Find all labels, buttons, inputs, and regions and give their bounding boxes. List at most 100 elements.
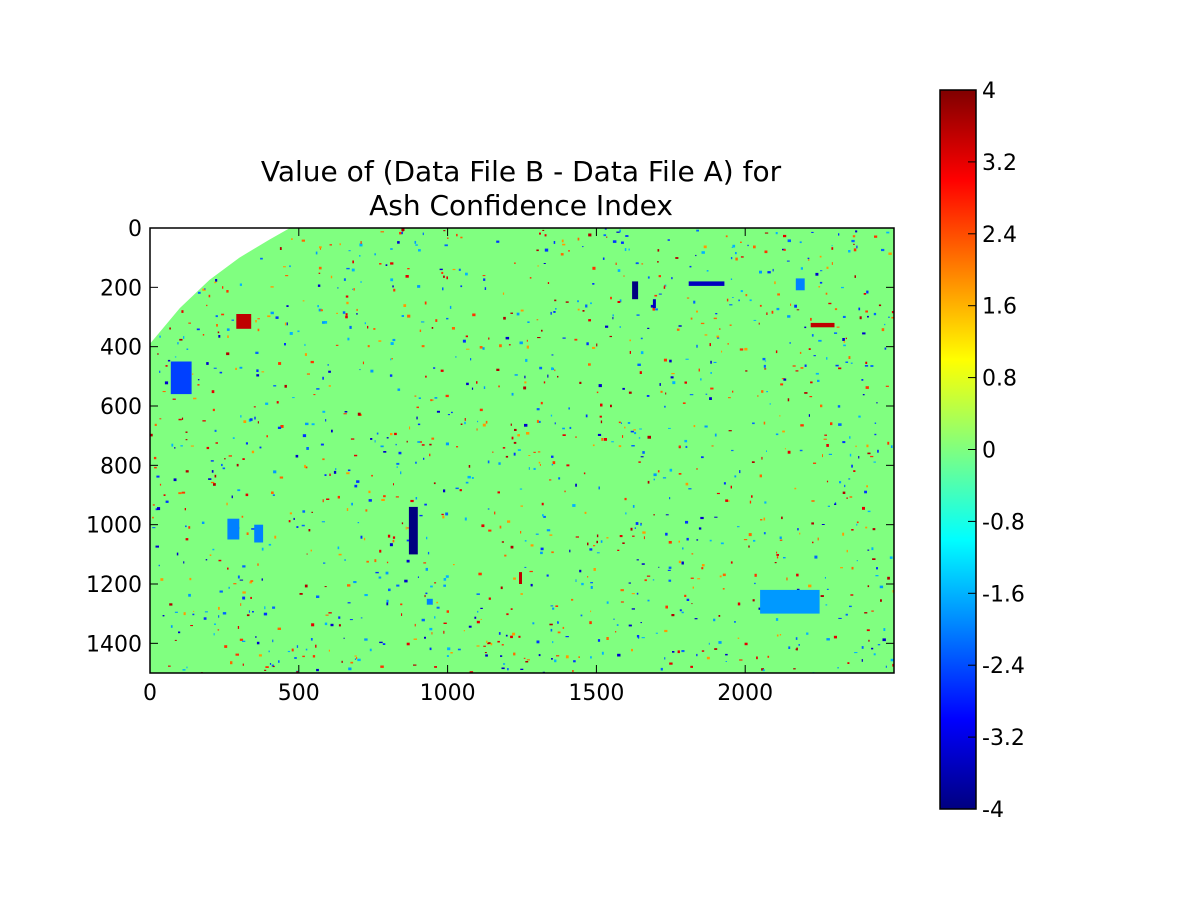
speckle bbox=[562, 434, 566, 436]
speckle bbox=[847, 662, 850, 664]
speckle bbox=[354, 658, 356, 660]
speckle bbox=[324, 474, 327, 476]
speckle bbox=[351, 268, 355, 272]
speckle bbox=[577, 308, 580, 311]
speckle bbox=[476, 620, 480, 624]
speckle bbox=[443, 230, 446, 232]
feature-patch bbox=[632, 281, 639, 300]
speckle bbox=[370, 369, 374, 373]
speckle bbox=[414, 240, 417, 244]
speckle bbox=[670, 376, 674, 379]
speckle bbox=[631, 648, 633, 652]
speckle bbox=[174, 447, 176, 449]
speckle bbox=[798, 644, 800, 646]
speckle bbox=[652, 579, 655, 581]
speckle bbox=[810, 381, 813, 384]
speckle bbox=[185, 431, 188, 433]
speckle bbox=[837, 667, 839, 669]
speckle bbox=[386, 599, 389, 603]
speckle bbox=[856, 521, 859, 524]
speckle bbox=[246, 614, 250, 617]
speckle bbox=[842, 441, 846, 444]
speckle bbox=[665, 532, 668, 536]
speckle bbox=[350, 661, 354, 664]
speckle bbox=[367, 345, 370, 348]
speckle bbox=[214, 281, 217, 284]
speckle bbox=[212, 408, 215, 412]
speckle bbox=[239, 579, 244, 581]
speckle bbox=[337, 495, 340, 499]
speckle bbox=[523, 657, 526, 659]
speckle bbox=[467, 475, 471, 479]
speckle bbox=[592, 444, 595, 447]
speckle bbox=[188, 526, 191, 529]
speckle bbox=[380, 231, 384, 233]
speckle bbox=[831, 262, 833, 265]
speckle bbox=[310, 360, 314, 364]
speckle bbox=[219, 590, 223, 593]
speckle bbox=[434, 616, 436, 619]
speckle bbox=[469, 671, 474, 673]
speckle bbox=[641, 563, 645, 565]
speckle bbox=[748, 533, 752, 537]
speckle bbox=[343, 278, 346, 281]
speckle bbox=[872, 558, 876, 560]
speckle bbox=[635, 522, 639, 525]
speckle bbox=[401, 522, 404, 525]
speckle bbox=[709, 397, 712, 400]
speckle bbox=[231, 495, 233, 499]
speckle bbox=[730, 278, 733, 280]
speckle bbox=[183, 336, 185, 339]
speckle bbox=[257, 318, 260, 320]
speckle bbox=[758, 322, 760, 325]
speckle bbox=[383, 495, 386, 498]
speckle bbox=[870, 455, 874, 458]
colorbar-tick-label: -0.8 bbox=[982, 510, 1025, 535]
speckle bbox=[854, 275, 856, 278]
speckle bbox=[632, 535, 635, 537]
speckle bbox=[596, 343, 598, 347]
speckle bbox=[302, 300, 305, 302]
speckle bbox=[851, 529, 854, 531]
speckle bbox=[271, 491, 274, 494]
speckle bbox=[322, 458, 325, 461]
speckle bbox=[237, 575, 240, 579]
speckle bbox=[505, 455, 509, 458]
speckle bbox=[346, 267, 350, 270]
speckle bbox=[276, 401, 279, 404]
speckle bbox=[280, 425, 284, 428]
speckle bbox=[296, 526, 299, 528]
speckle bbox=[292, 397, 295, 399]
speckle bbox=[799, 532, 801, 535]
speckle bbox=[379, 263, 382, 265]
speckle bbox=[279, 476, 284, 479]
speckle bbox=[619, 229, 621, 233]
speckle bbox=[257, 563, 259, 566]
speckle bbox=[811, 522, 814, 525]
speckle bbox=[214, 429, 217, 432]
speckle bbox=[261, 547, 264, 551]
speckle bbox=[364, 594, 368, 597]
speckle bbox=[323, 562, 326, 564]
speckle bbox=[295, 454, 299, 458]
speckle bbox=[799, 449, 803, 452]
speckle bbox=[590, 582, 593, 584]
speckle bbox=[664, 405, 666, 408]
feature-patch bbox=[688, 281, 725, 286]
speckle bbox=[764, 250, 768, 254]
speckle bbox=[864, 365, 869, 367]
speckle bbox=[817, 379, 820, 382]
speckle bbox=[331, 429, 333, 433]
speckle bbox=[503, 316, 506, 320]
speckle bbox=[364, 638, 368, 641]
speckle bbox=[393, 288, 396, 292]
speckle bbox=[310, 638, 313, 641]
speckle bbox=[722, 588, 725, 590]
speckle bbox=[472, 313, 476, 317]
speckle bbox=[487, 460, 490, 464]
speckle bbox=[395, 443, 397, 446]
speckle bbox=[169, 327, 171, 330]
speckle bbox=[861, 646, 864, 649]
speckle bbox=[692, 586, 694, 589]
speckle bbox=[817, 537, 819, 541]
